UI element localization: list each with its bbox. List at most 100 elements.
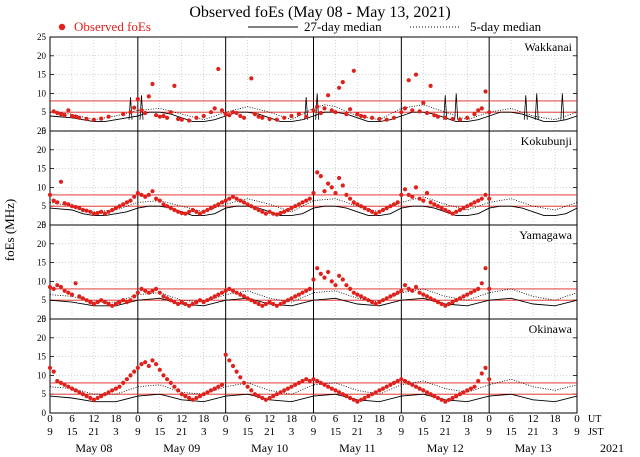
legend-observed-label: Observed foEs <box>74 19 151 34</box>
observed-point <box>435 204 440 209</box>
observed-point <box>84 116 89 122</box>
observed-point <box>260 115 265 120</box>
observed-point <box>205 390 210 395</box>
observed-point <box>457 296 462 301</box>
observed-point <box>238 375 243 380</box>
observed-point <box>461 390 466 395</box>
observed-point <box>172 384 177 389</box>
observed-point <box>267 209 272 214</box>
observed-point <box>128 110 133 115</box>
observed-point <box>176 116 181 122</box>
x-tick-ut: 6 <box>333 413 339 425</box>
observed-point <box>77 390 82 395</box>
observed-point <box>289 113 294 119</box>
observed-point <box>417 290 422 295</box>
observed-point <box>428 296 433 301</box>
day-label: May 13 <box>515 441 552 455</box>
observed-point <box>307 196 312 201</box>
observed-point <box>84 208 89 213</box>
median-spike <box>454 93 459 120</box>
observed-point <box>450 211 455 216</box>
observed-point <box>121 112 126 117</box>
observed-point <box>421 198 426 203</box>
observed-point <box>245 296 250 301</box>
observed-point <box>124 300 129 305</box>
observed-point <box>58 112 64 117</box>
observed-point <box>366 207 371 213</box>
observed-point <box>307 378 312 384</box>
observed-point <box>329 185 334 190</box>
y-tick-label: 10 <box>37 370 47 380</box>
observed-point <box>219 200 225 205</box>
observed-point <box>439 397 444 402</box>
observed-point <box>110 207 115 213</box>
x-tick-ut: 0 <box>574 413 580 425</box>
observed-point <box>424 190 430 196</box>
observed-point <box>80 392 85 397</box>
observed-point <box>216 202 221 207</box>
observed-point <box>234 290 239 295</box>
observed-point <box>219 382 225 387</box>
observed-point <box>260 209 265 214</box>
observed-point <box>194 209 199 214</box>
y-tick-label: 0 <box>42 408 47 418</box>
observed-point <box>479 371 484 376</box>
observed-point <box>432 298 437 303</box>
observed-point <box>476 378 481 384</box>
observed-point <box>88 209 93 214</box>
observed-point <box>106 301 111 307</box>
observed-point <box>355 112 360 117</box>
observed-point <box>395 290 400 295</box>
y-tick-label: 20 <box>37 145 47 155</box>
observed-point <box>168 298 173 303</box>
observed-point <box>395 378 400 384</box>
x-tick-ut: 6 <box>421 413 427 425</box>
observed-point <box>318 174 323 179</box>
observed-point <box>446 209 451 214</box>
x-tick-jst: 3 <box>113 426 119 438</box>
y-tick-label: 20 <box>37 239 47 249</box>
observed-point <box>479 196 484 201</box>
observed-point <box>329 279 334 284</box>
observed-point <box>121 298 126 303</box>
observed-point <box>326 384 331 389</box>
observed-point <box>296 202 301 207</box>
observed-point <box>157 367 162 372</box>
x-tick-ut: 0 <box>135 413 141 425</box>
observed-point <box>472 112 477 117</box>
observed-point <box>457 392 462 397</box>
observed-point <box>58 380 64 385</box>
observed-point <box>197 211 203 216</box>
observed-point <box>282 115 287 120</box>
station-label: Yamagawa <box>519 228 572 242</box>
observed-point <box>227 113 232 118</box>
median-spike <box>523 95 528 120</box>
observed-point <box>289 206 294 211</box>
observed-point <box>472 288 477 293</box>
observed-point <box>102 211 107 216</box>
observed-point <box>483 192 488 197</box>
observed-point <box>69 386 75 391</box>
x-tick-ut: 18 <box>550 413 562 425</box>
observed-point <box>128 373 133 378</box>
observed-point <box>132 369 137 374</box>
observed-point <box>443 303 448 308</box>
observed-point <box>293 294 298 299</box>
x-tick-jst: 21 <box>352 426 363 438</box>
observed-point <box>154 196 159 201</box>
panel-yamagawa: 0 5 10 15 20 25 Yamagawa <box>37 220 578 324</box>
observed-point <box>187 209 192 214</box>
y-tick-label: 15 <box>37 258 47 268</box>
observed-point <box>355 202 360 207</box>
observed-point <box>154 362 159 367</box>
observed-point <box>190 301 195 307</box>
observed-point <box>344 112 349 117</box>
observed-point <box>446 301 451 307</box>
observed-point <box>454 394 459 399</box>
observed-point <box>161 373 166 378</box>
observed-point <box>271 394 276 399</box>
observed-point <box>88 300 93 305</box>
x-tick-ut: 18 <box>110 413 122 425</box>
observed-point <box>362 206 367 211</box>
observed-point <box>300 290 305 295</box>
